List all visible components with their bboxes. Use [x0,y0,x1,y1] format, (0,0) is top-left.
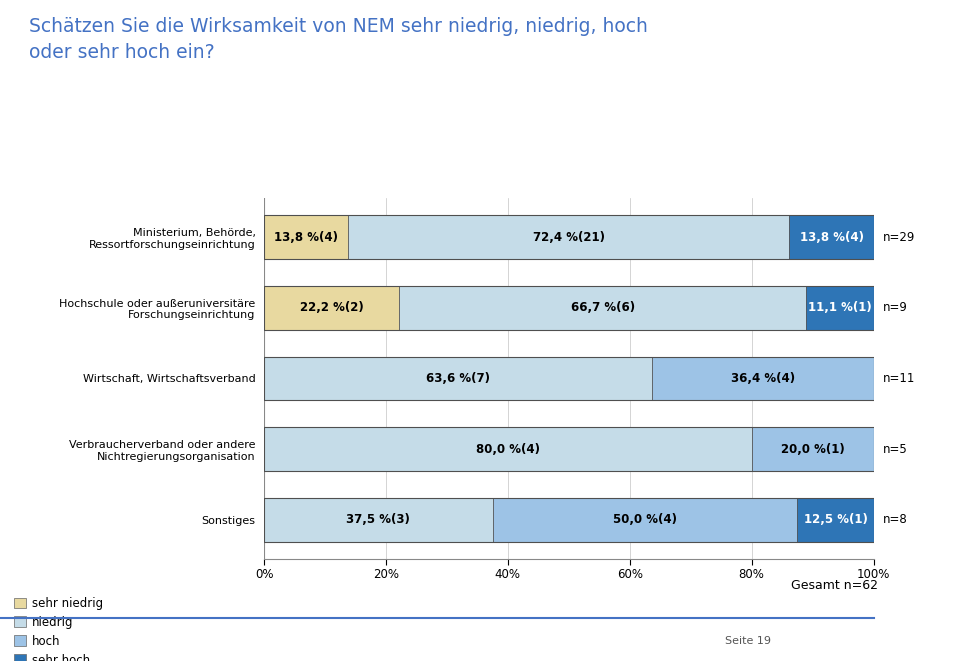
Bar [264,215,348,259]
Bar [264,427,752,471]
Bar [264,427,874,471]
Bar [806,286,874,330]
Text: 13,8 %(4): 13,8 %(4) [800,231,864,244]
Text: n=9: n=9 [883,301,907,314]
Bar [752,427,874,471]
Text: n=11: n=11 [883,372,915,385]
Bar [264,286,399,330]
Text: 80,0 %(4): 80,0 %(4) [476,443,540,455]
Bar [652,356,874,401]
Text: Gesamt n=62: Gesamt n=62 [791,578,878,592]
Text: 66,7 %(6): 66,7 %(6) [570,301,635,314]
Text: n=5: n=5 [883,443,907,455]
Text: n=29: n=29 [883,231,915,244]
Text: 63,6 %(7): 63,6 %(7) [426,372,490,385]
Bar [264,356,874,401]
Bar [399,286,806,330]
Text: Seite 19: Seite 19 [725,637,771,646]
Bar [492,498,798,541]
Text: 37,5 %(3): 37,5 %(3) [347,513,410,526]
Bar [264,356,652,401]
Text: 50,0 %(4): 50,0 %(4) [613,513,677,526]
Bar [348,215,789,259]
Bar [798,498,874,541]
Legend: sehr niedrig, niedrig, hoch, sehr hoch: sehr niedrig, niedrig, hoch, sehr hoch [13,597,103,661]
Text: 72,4 %(21): 72,4 %(21) [533,231,605,244]
Text: oder sehr hoch ein?: oder sehr hoch ein? [29,43,214,62]
Bar [264,286,874,330]
Text: 11,1 %(1): 11,1 %(1) [808,301,872,314]
Bar [264,215,874,259]
Text: 36,4 %(4): 36,4 %(4) [731,372,795,385]
Bar [789,215,874,259]
Text: Schätzen Sie die Wirksamkeit von NEM sehr niedrig, niedrig, hoch: Schätzen Sie die Wirksamkeit von NEM seh… [29,17,648,36]
Text: 22,2 %(2): 22,2 %(2) [300,301,364,314]
Bar [264,498,874,541]
Text: 13,8 %(4): 13,8 %(4) [274,231,338,244]
Text: 12,5 %(1): 12,5 %(1) [804,513,868,526]
Bar [264,498,492,541]
Text: 20,0 %(1): 20,0 %(1) [780,443,845,455]
Text: n=8: n=8 [883,513,907,526]
